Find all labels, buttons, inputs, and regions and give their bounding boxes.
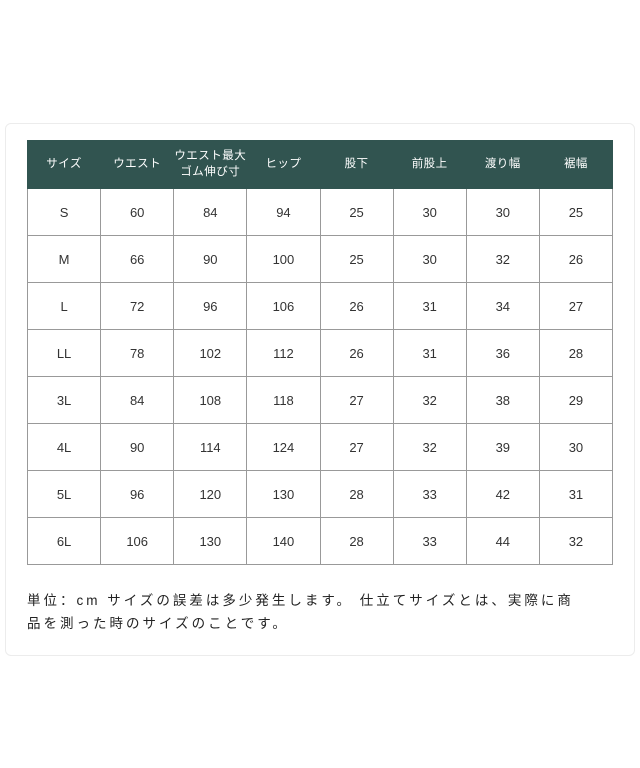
table-cell: 27 [319, 376, 394, 424]
table-cell: 130 [246, 470, 321, 518]
table-cell: 96 [173, 282, 248, 330]
table-row-4l: 4L 90 114 124 27 32 39 30 [26, 423, 614, 471]
table-cell: 33 [392, 470, 467, 518]
table-cell: 28 [319, 470, 394, 518]
table-cell: 28 [538, 329, 614, 377]
column-header-waist: ウエスト [100, 140, 175, 189]
table-row-ll: LL 78 102 112 26 31 36 28 [26, 329, 614, 377]
table-cell: 26 [319, 282, 394, 330]
table-cell: 106 [246, 282, 321, 330]
size-cell: 4L [26, 423, 102, 471]
table-cell: 25 [319, 188, 394, 236]
table-row-3l: 3L 84 108 118 27 32 38 29 [26, 376, 614, 424]
table-cell: 25 [538, 188, 614, 236]
table-cell: 102 [173, 329, 248, 377]
table-cell: 94 [246, 188, 321, 236]
table-cell: 120 [173, 470, 248, 518]
table-cell: 84 [100, 376, 175, 424]
column-header-size: サイズ [26, 140, 102, 189]
table-cell: 31 [392, 282, 467, 330]
size-cell: LL [26, 329, 102, 377]
table-cell: 96 [100, 470, 175, 518]
table-body: S 60 84 94 25 30 30 25 M 66 90 100 25 30… [26, 188, 614, 565]
table-header: サイズ ウエスト ウエスト最大 ゴム伸び寸 ヒップ 股下 前股上 渡り幅 裾幅 [26, 140, 614, 189]
table-cell: 32 [392, 423, 467, 471]
table-cell: 27 [319, 423, 394, 471]
table-cell: 39 [465, 423, 540, 471]
table-row-l: L 72 96 106 26 31 34 27 [26, 282, 614, 330]
table-cell: 27 [538, 282, 614, 330]
size-note: 単位：cm サイズの誤差は多少発生します。 仕立てサイズとは、実際に商 品を測っ… [27, 589, 615, 635]
table-cell: 90 [100, 423, 175, 471]
table-cell: 30 [392, 188, 467, 236]
size-cell: S [26, 188, 102, 236]
table-cell: 118 [246, 376, 321, 424]
table-cell: 32 [392, 376, 467, 424]
table-cell: 31 [538, 470, 614, 518]
table-cell: 124 [246, 423, 321, 471]
column-header-inseam: 股下 [319, 140, 394, 189]
table-cell: 114 [173, 423, 248, 471]
table-row-6l: 6L 106 130 140 28 33 44 32 [26, 517, 614, 565]
table-cell: 26 [538, 235, 614, 283]
column-header-hem-width: 裾幅 [538, 140, 614, 189]
table-cell: 30 [465, 188, 540, 236]
table-cell: 44 [465, 517, 540, 565]
table-cell: 25 [319, 235, 394, 283]
column-header-waist-max: ウエスト最大 ゴム伸び寸 [173, 140, 248, 189]
table-cell: 32 [538, 517, 614, 565]
table-cell: 106 [100, 517, 175, 565]
table-row-m: M 66 90 100 25 30 32 26 [26, 235, 614, 283]
size-note-line1: 単位：cm サイズの誤差は多少発生します。 仕立てサイズとは、実際に商 [27, 593, 574, 608]
table-cell: 31 [392, 329, 467, 377]
table-cell: 30 [392, 235, 467, 283]
table-cell: 60 [100, 188, 175, 236]
size-cell: M [26, 235, 102, 283]
table-cell: 130 [173, 517, 248, 565]
column-header-thigh-width: 渡り幅 [465, 140, 540, 189]
table-cell: 84 [173, 188, 248, 236]
table-cell: 33 [392, 517, 467, 565]
table-cell: 108 [173, 376, 248, 424]
table-cell: 78 [100, 329, 175, 377]
table-cell: 32 [465, 235, 540, 283]
table-cell: 34 [465, 282, 540, 330]
size-note-line2: 品を測った時のサイズのことです。 [27, 616, 289, 631]
size-table: サイズ ウエスト ウエスト最大 ゴム伸び寸 ヒップ 股下 前股上 渡り幅 裾幅 … [26, 140, 614, 565]
table-cell: 26 [319, 329, 394, 377]
size-cell: 5L [26, 470, 102, 518]
column-header-hip: ヒップ [246, 140, 321, 189]
table-cell: 72 [100, 282, 175, 330]
table-cell: 90 [173, 235, 248, 283]
table-row-s: S 60 84 94 25 30 30 25 [26, 188, 614, 236]
table-cell: 28 [319, 517, 394, 565]
size-cell: 6L [26, 517, 102, 565]
size-cell: 3L [26, 376, 102, 424]
table-cell: 30 [538, 423, 614, 471]
table-cell: 100 [246, 235, 321, 283]
table-row-5l: 5L 96 120 130 28 33 42 31 [26, 470, 614, 518]
table-cell: 38 [465, 376, 540, 424]
table-cell: 66 [100, 235, 175, 283]
table-cell: 29 [538, 376, 614, 424]
size-chart-card: サイズ ウエスト ウエスト最大 ゴム伸び寸 ヒップ 股下 前股上 渡り幅 裾幅 … [5, 123, 635, 656]
size-cell: L [26, 282, 102, 330]
table-cell: 112 [246, 329, 321, 377]
table-cell: 42 [465, 470, 540, 518]
column-header-front-rise: 前股上 [392, 140, 467, 189]
table-cell: 140 [246, 517, 321, 565]
header-row: サイズ ウエスト ウエスト最大 ゴム伸び寸 ヒップ 股下 前股上 渡り幅 裾幅 [26, 140, 614, 189]
table-cell: 36 [465, 329, 540, 377]
